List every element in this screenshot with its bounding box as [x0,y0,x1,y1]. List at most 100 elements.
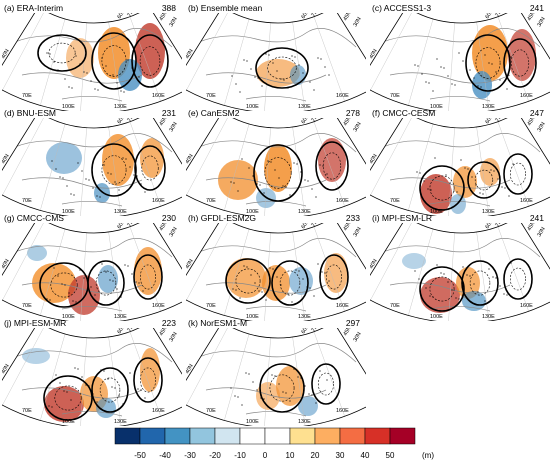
anomaly-shading [480,158,500,186]
stipple-dot [92,393,94,395]
lon-label: 130E [482,209,495,215]
stipple-dot [72,300,74,302]
stipple-dot [123,91,125,93]
stipple-dot [462,266,464,268]
lat-label: 40N [186,48,195,60]
stipple-dot [124,264,126,266]
lon-label: 130E [298,419,311,425]
map-panel-b: (b) Ensemble mean 70E 100E 130E 160E 40N 60N75… [186,3,366,111]
contour-thick [311,363,341,405]
stipple-dot [324,66,326,68]
lon-label: 70E [22,303,32,309]
map-panel-h: (h) GFDL-ESM2G 233 70E 100E 130E 160E 40N 60N75… [186,213,366,321]
coastline [11,133,173,207]
stipple-dot [250,274,252,276]
lat-label: 30N [353,226,363,238]
lat-label: 30N [169,16,179,28]
contour-dashed [50,272,78,298]
colorbar-cell [314,427,341,445]
lon-label: 130E [298,314,311,320]
stipple-dot [473,283,475,285]
stipple-dot [53,267,55,269]
stipple-dot [252,381,254,383]
lon-label: 70E [22,408,32,414]
stipple-dot [506,294,508,296]
coastline [11,343,173,417]
colorbar-cell [214,427,241,445]
colorbar-svg: -50 -40 -30 -20 -10 0 10 20 30 40 50 (m) [114,427,434,460]
stipple-dot [70,193,72,195]
stipple-dot [510,262,512,264]
panel-title: (a) ERA-Interim [4,3,64,13]
anomaly-shading [318,138,346,182]
map-panel-f: (f) CMCC-CESM 247 70E 100E 130E 160E 40N 60N75N… [370,108,550,216]
lon-label: 130E [114,314,127,320]
anomaly-shading [508,29,536,81]
contour-dashed [267,56,297,80]
lon-label: 130E [298,104,311,110]
meridian [2,328,45,406]
lat-label: 75N [495,118,505,123]
colorbar-unit: (m) [422,451,434,460]
lon-label: 130E [482,104,495,110]
stipple-dot [322,165,324,167]
contour-thick [467,161,501,199]
stipple-dot [304,385,306,387]
stipple-dot [300,377,302,379]
stipple-dot [488,268,490,270]
stipple-dot [497,178,499,180]
lat-label: 60N [117,118,127,125]
lon-label: 130E [298,209,311,215]
stipple-dot [302,278,304,280]
stipple-dot [118,395,120,397]
stipple-dot [59,176,61,178]
stipple-dot [129,372,131,374]
meridian [370,118,413,196]
lon-label: 160E [152,408,165,414]
stipple-dot [287,293,289,295]
stipple-dot [254,76,256,78]
stipple-dot [63,390,65,392]
stipple-dot [295,269,297,271]
stipple-dot [100,369,102,371]
stipple-dot [129,166,131,168]
map-panel-c: (c) ACCESS1-3 241 70E 100E 130E 160E 40N 60N75N… [370,3,550,111]
contour-dashed [235,268,261,294]
lat-label: 75N [127,223,137,228]
lat-label: 45N [159,13,169,22]
stipple-dot [70,399,72,401]
anomaly-shading [134,247,162,295]
stipple-dot [447,75,449,77]
lat-label: 40N [370,258,379,270]
meridian [129,121,161,207]
stipple-dot [96,401,98,403]
lon-label: 130E [114,419,127,425]
stipple-dot [144,191,146,193]
anomaly-shading [226,258,266,298]
stipple-dot [77,162,79,164]
stipple-dot [232,288,234,290]
stipple-dot [261,291,263,293]
lat-label: 60N [301,328,311,335]
anomaly-shading [98,265,118,293]
anomaly-shading [44,386,84,422]
stipple-dot [429,295,431,297]
stipple-dot [116,288,118,290]
panel-number: 241 [529,213,544,223]
stipple-dot [467,168,469,170]
stipple-dot [493,170,495,172]
contour-thick [225,258,271,304]
stipple-dot [235,289,237,291]
stipple-dot [471,176,473,178]
stipple-dot [293,162,295,164]
contour-thick [319,254,349,300]
stipple-dot [484,54,486,56]
stipple-dot [97,89,99,91]
contour-dashed [139,46,161,76]
stipple-dot [257,77,259,79]
map-outline [186,223,366,321]
stipple-dot [248,373,250,375]
contour-dashed [469,270,491,296]
map-panel-e: (e) CanESM2 278 70E 100E 130E 160E 40N 60N75N 30… [186,108,366,216]
